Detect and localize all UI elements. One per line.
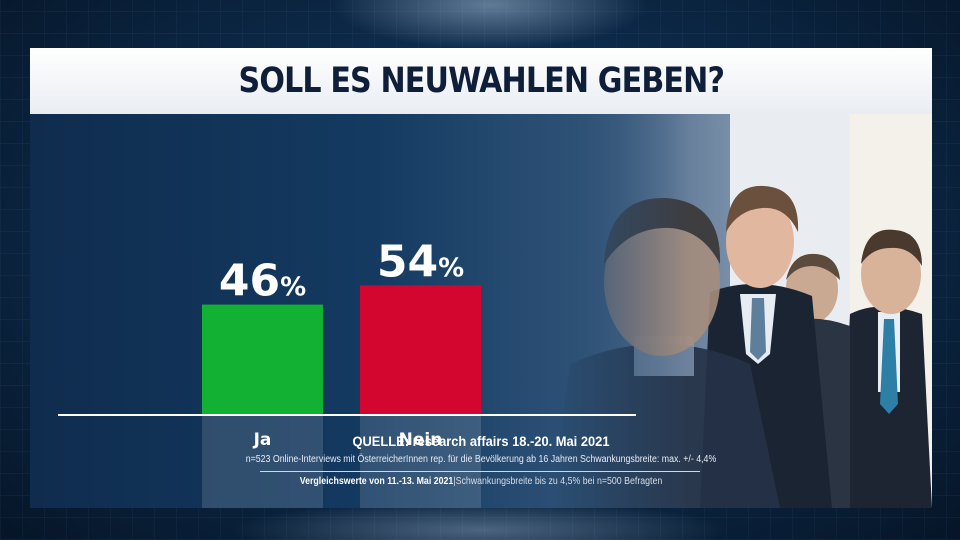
value-unit: %	[438, 253, 464, 283]
bar-nein	[360, 285, 481, 415]
bar-shadow-nein	[360, 415, 481, 508]
title-bar: SOLL ES NEUWAHLEN GEBEN?	[30, 48, 932, 114]
value-unit: %	[280, 273, 306, 303]
source-detail: n=523 Online-Interviews mit Österreicher…	[245, 454, 717, 465]
chart-area: 46% Ja 54% Nein	[30, 114, 932, 508]
photo-fade	[550, 114, 690, 508]
value-number: 46	[219, 256, 280, 307]
category-label-ja: Ja	[253, 430, 272, 450]
background-globe-glow	[330, 0, 650, 50]
source-divider	[260, 471, 700, 472]
source-title: QUELLE: research affairs 18.-20. Mai 202…	[352, 433, 610, 449]
value-label-ja: 46%	[219, 256, 306, 307]
category-label-nein: Nein	[399, 430, 443, 450]
compare-note: Schwankungsbreite bis zu 4,5% bei n=500 …	[455, 476, 663, 487]
compare-label: Vergleichswerte von 11.-13. Mai 2021	[299, 476, 454, 487]
politicians-photo	[550, 114, 932, 508]
compare-separator: |	[453, 476, 456, 487]
value-number: 54	[377, 236, 438, 287]
value-label-nein: 54%	[377, 236, 464, 287]
chart-title: SOLL ES NEUWAHLEN GEBEN?	[238, 61, 724, 101]
bar-chart: 46% Ja 54% Nein	[58, 236, 636, 508]
source-compare: Vergleichswerte von 11.-13. Mai 2021|Sch…	[84, 476, 878, 487]
graphic-panel: SOLL ES NEUWAHLEN GEBEN?	[30, 48, 932, 508]
bar-ja	[202, 304, 323, 415]
bar-shadow-ja	[202, 415, 323, 508]
